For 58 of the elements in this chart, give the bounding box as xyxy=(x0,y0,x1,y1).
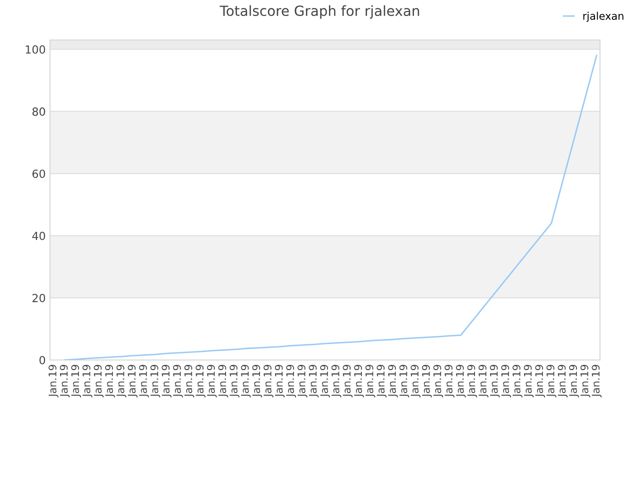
x-tick-label: Jan.19 xyxy=(490,364,500,398)
x-tick-label: Jan.19 xyxy=(524,364,534,398)
x-tick-label: Jan.19 xyxy=(308,364,319,398)
x-tick-label: Jan.19 xyxy=(433,364,444,398)
x-tick-label: Jan.19 xyxy=(592,364,602,398)
x-tick-label: Jan.19 xyxy=(478,364,488,398)
x-tick-label: Jan.19 xyxy=(298,364,308,398)
x-tick-label: Jan.19 xyxy=(94,364,104,398)
x-tick-label: Jan.19 xyxy=(331,364,342,398)
legend-label: rjalexan xyxy=(583,12,624,22)
x-tick-label: Jan.19 xyxy=(218,364,228,398)
y-tick-label: 40 xyxy=(32,232,46,240)
x-tick-label: Jan.19 xyxy=(116,364,126,398)
x-tick-label: Jan.19 xyxy=(320,364,330,398)
y-tick-label: 80 xyxy=(32,107,46,116)
x-tick-label: Jan.19 xyxy=(444,364,454,398)
x-tick-label: Jan.19 xyxy=(196,364,206,398)
x-tick-label: Jan.19 xyxy=(184,364,194,398)
x-tick-label: Jan.19 xyxy=(365,364,376,398)
x-tick-label: Jan.19 xyxy=(422,364,432,398)
x-tick-label: Jan.19 xyxy=(512,364,522,398)
x-tick-label: Jan.19 xyxy=(274,364,285,398)
x-tick-label: Jan.19 xyxy=(252,364,262,398)
x-tick-label: Jan.19 xyxy=(501,364,512,398)
x-tick-label: Jan.19 xyxy=(467,364,478,398)
x-tick-label: Jan.19 xyxy=(388,364,398,398)
x-tick-label: Jan.19 xyxy=(71,364,81,398)
x-tick-label: Jan.19 xyxy=(173,364,183,398)
x-tick-label: Jan.19 xyxy=(150,364,160,398)
x-tick-label: Jan.19 xyxy=(546,364,556,398)
x-tick-label: Jan.19 xyxy=(48,364,58,398)
x-tick-label: Jan.19 xyxy=(206,364,217,398)
x-tick-label: Jan.19 xyxy=(264,364,274,398)
y-tick-label: 100 xyxy=(26,45,46,54)
x-tick-label: Jan.19 xyxy=(354,364,364,398)
x-tick-label: Jan.19 xyxy=(569,364,579,398)
x-tick-label: Jan.19 xyxy=(60,364,70,398)
x-tick-label: Jan.19 xyxy=(535,364,545,398)
x-tick-label: Jan.19 xyxy=(399,364,410,398)
x-tick-label: Jan.19 xyxy=(139,364,149,398)
x-tick-label: Jan.19 xyxy=(286,364,296,398)
x-tick-label: Jan.19 xyxy=(580,364,590,398)
chart-title: Totalscore Graph for rjalexan xyxy=(220,5,420,19)
x-tick-label: Jan.19 xyxy=(128,364,138,398)
y-tick-label: 20 xyxy=(32,294,46,302)
y-tick-label: 0 xyxy=(39,356,46,364)
y-tick-label: 60 xyxy=(32,170,46,178)
x-tick-label: Jan.19 xyxy=(230,364,240,398)
x-tick-label: Jan.19 xyxy=(456,364,466,398)
x-tick-label: Jan.19 xyxy=(105,364,115,398)
x-tick-label: Jan.19 xyxy=(342,364,353,398)
x-tick-label: Jan.19 xyxy=(82,364,92,398)
x-tick-label: Jan.19 xyxy=(558,364,568,398)
line-series xyxy=(64,54,598,360)
x-tick-label: Jan.19 xyxy=(162,364,172,398)
x-tick-label: Jan.19 xyxy=(376,364,387,398)
x-tick-label: Jan.19 xyxy=(240,364,251,398)
x-tick-label: Jan.19 xyxy=(410,364,420,398)
